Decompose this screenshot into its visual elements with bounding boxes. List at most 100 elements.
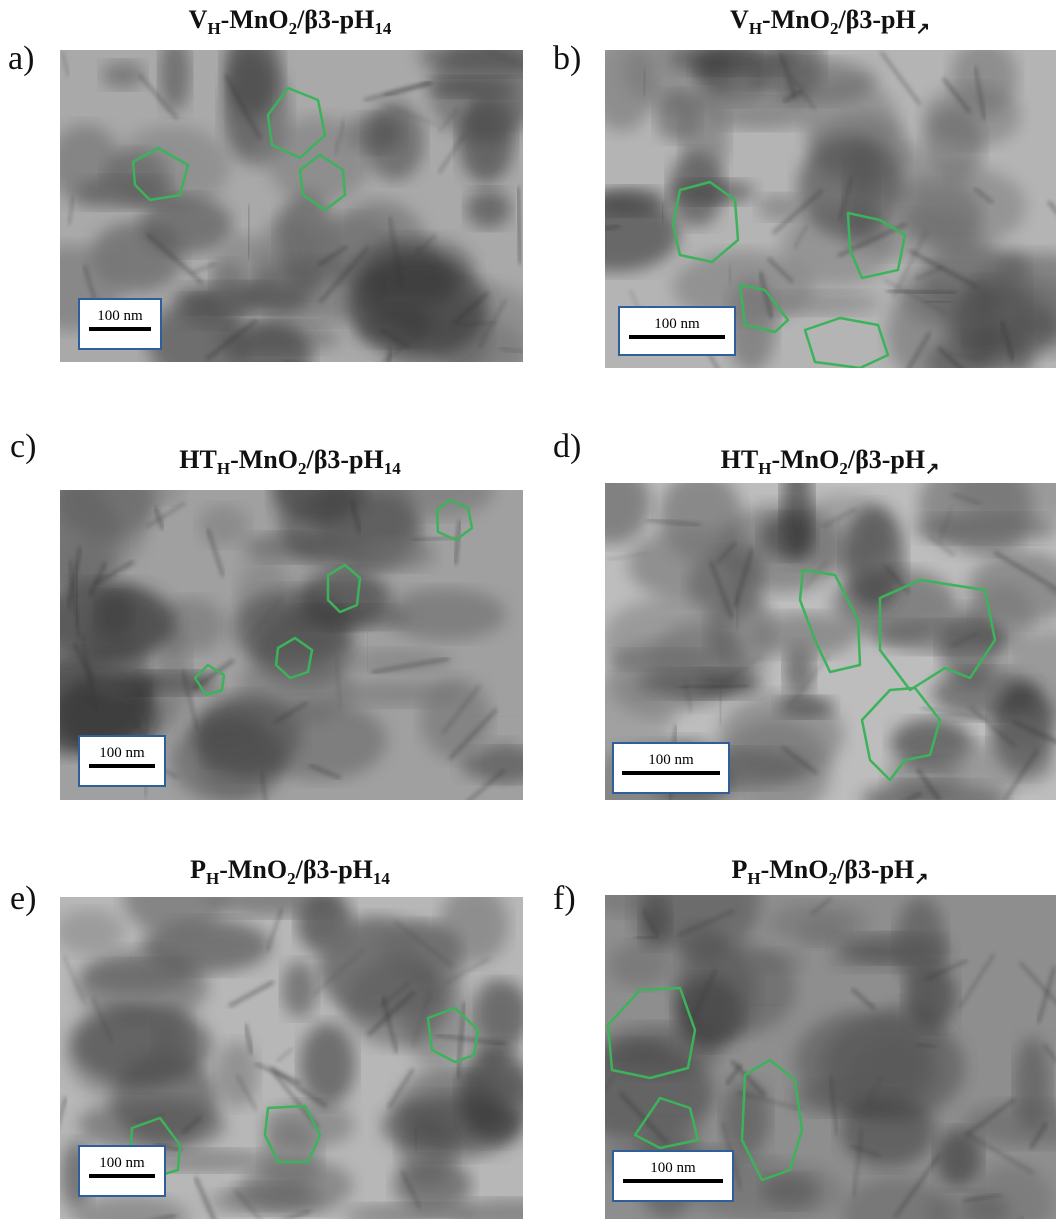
title-segment: 2 — [829, 19, 839, 39]
fiber-texture — [224, 73, 262, 140]
fiber-texture — [692, 968, 717, 1019]
particle-texture — [365, 101, 424, 181]
fiber-texture — [249, 599, 282, 638]
particle-texture — [198, 504, 249, 547]
fiber-texture — [383, 104, 438, 126]
particle-outline — [326, 563, 362, 614]
title-segment: P — [731, 855, 748, 884]
fiber-texture — [866, 1077, 882, 1104]
particle-texture — [170, 716, 286, 800]
particle-texture — [230, 319, 312, 362]
fiber-texture — [828, 1076, 839, 1136]
fiber-texture — [849, 1144, 881, 1158]
fiber-texture — [459, 320, 496, 328]
fiber-texture — [893, 1154, 941, 1218]
particle-texture — [485, 739, 522, 784]
fiber-texture — [951, 492, 982, 505]
fiber-texture — [1047, 200, 1056, 214]
fiber-texture — [265, 908, 284, 952]
fiber-texture — [393, 920, 454, 968]
fiber-texture — [883, 278, 949, 316]
particle-outline — [671, 180, 740, 264]
scale-bar: 100 nm — [78, 735, 166, 787]
particle-texture — [1014, 1037, 1051, 1132]
particle-texture — [668, 50, 800, 75]
particle-texture — [605, 187, 667, 216]
particle-texture — [955, 483, 1056, 523]
fiber-texture — [438, 133, 466, 174]
particle-texture — [762, 1173, 819, 1209]
fiber-texture — [236, 1074, 258, 1111]
fiber-texture — [907, 332, 932, 368]
fiber-texture — [276, 1047, 294, 1062]
fiber-texture — [453, 520, 462, 565]
fiber-texture — [852, 1129, 864, 1198]
fiber-texture — [411, 990, 432, 1048]
particle-texture — [757, 194, 802, 221]
particle-texture — [282, 960, 317, 1018]
title-segment: -MnO — [219, 855, 288, 884]
particle-texture — [935, 1128, 982, 1188]
particle-texture — [60, 490, 145, 580]
title-segment: 2 — [297, 459, 307, 479]
particle-texture — [211, 260, 245, 308]
fiber-texture — [928, 535, 955, 557]
title-segment: /β3-pH — [837, 855, 915, 884]
fiber-texture — [153, 1213, 177, 1219]
title-segment: 14 — [374, 19, 392, 39]
fiber-texture — [379, 328, 410, 349]
fiber-texture — [308, 763, 342, 780]
fiber-texture — [1028, 1121, 1048, 1150]
particle-texture — [840, 1094, 935, 1168]
fiber-texture — [643, 68, 647, 96]
scale-bar: 100 nm — [612, 1150, 734, 1202]
fiber-texture — [442, 684, 481, 734]
particle-texture — [263, 1101, 355, 1148]
particle-texture — [769, 902, 870, 944]
fiber-texture — [758, 271, 774, 319]
title-segment: /β3-pH — [297, 5, 375, 34]
scale-bar-label: 100 nm — [99, 1155, 145, 1171]
fiber-texture — [205, 318, 258, 361]
title-segment: 2 — [287, 869, 296, 889]
title-segment: -MnO — [220, 5, 289, 34]
fiber-texture — [381, 996, 399, 1054]
fiber-texture — [388, 216, 404, 289]
fiber-texture — [452, 291, 490, 326]
particle-texture — [466, 189, 511, 229]
fiber-texture — [938, 506, 953, 542]
particle-outline — [426, 1006, 480, 1064]
particle-texture — [83, 960, 194, 994]
fiber-texture — [973, 187, 995, 205]
title-segment: 2 — [288, 19, 298, 39]
fiber-texture — [80, 634, 97, 712]
particle-texture — [123, 897, 227, 937]
fiber-texture — [387, 347, 393, 362]
particle-texture — [450, 1199, 523, 1219]
particle-texture — [842, 1176, 952, 1219]
particle-outline — [131, 146, 190, 202]
fiber-texture — [879, 51, 922, 106]
title-segment: H — [206, 869, 220, 889]
fiber-texture — [736, 592, 740, 630]
title-segment: /β3-pH — [306, 445, 384, 474]
fiber-texture — [435, 1033, 506, 1046]
title-segment: 14 — [383, 459, 401, 479]
title-segment: -MnO — [760, 855, 829, 884]
panel-label: d) — [553, 428, 582, 465]
fiber-texture — [772, 189, 823, 235]
scale-bar-line — [89, 327, 151, 331]
particle-texture — [300, 1022, 356, 1106]
fiber-texture — [515, 186, 523, 265]
fiber-texture — [803, 560, 828, 590]
fiber-texture — [941, 76, 972, 114]
panel-label: c) — [10, 428, 37, 465]
fiber-texture — [134, 1113, 164, 1123]
particle-texture — [970, 1164, 1053, 1219]
particle-texture — [843, 505, 905, 609]
particle-texture — [215, 1040, 259, 1109]
particle-texture — [896, 897, 946, 990]
fiber-texture — [646, 518, 701, 527]
particle-outline — [263, 1104, 322, 1164]
particle-outline — [803, 316, 890, 368]
